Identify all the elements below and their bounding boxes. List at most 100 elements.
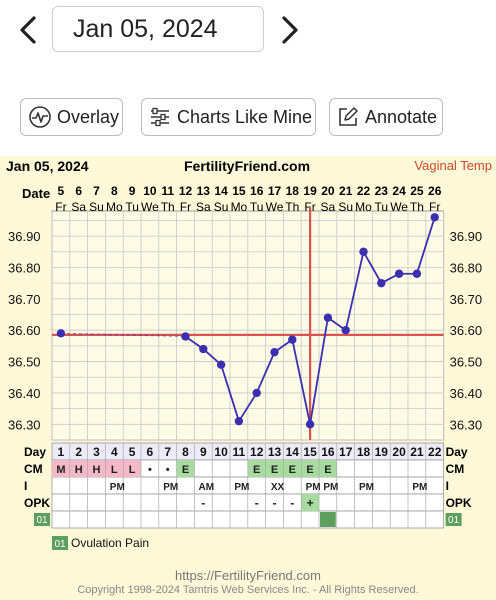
cm-value: E — [271, 464, 278, 476]
weekday-tick-label: Sa — [196, 200, 211, 214]
sliders-icon — [151, 107, 169, 127]
weekday-tick-label: Mo — [355, 200, 372, 214]
custom-code-left: 01 — [36, 515, 48, 526]
date-navigation: Jan 05, 2024 — [0, 0, 496, 60]
cycle-day-label: 2 — [75, 445, 82, 459]
date-tick-label: 19 — [303, 184, 317, 198]
weekday-tick-label: Mo — [231, 200, 248, 214]
temperature-line-segment — [255, 351, 276, 394]
charts-like-mine-button[interactable]: Charts Like Mine — [141, 98, 316, 136]
intercourse-value: PM — [234, 482, 249, 493]
temperature-point — [394, 269, 404, 278]
cm-value: M — [56, 464, 65, 476]
cm-cell-fill — [265, 460, 284, 477]
cm-cell-fill — [283, 460, 302, 477]
temperature-point — [305, 420, 315, 429]
y-tick-label-right: 36.70 — [450, 292, 483, 307]
temperature-points — [56, 213, 439, 429]
temperature-point — [252, 388, 261, 398]
date-tick-label: 16 — [250, 184, 264, 198]
opk-value: + — [307, 496, 314, 510]
date-tick-label: 23 — [375, 184, 389, 198]
custom-code-badge-left — [34, 513, 50, 526]
date-tick-label: 18 — [286, 184, 300, 198]
overlay-button[interactable]: Overlay — [20, 98, 123, 136]
cycle-day-label: 19 — [375, 445, 389, 459]
y-tick-label-right: 36.40 — [450, 386, 483, 401]
date-tick-label: 25 — [410, 184, 424, 198]
y-tick-label-left: 36.80 — [8, 260, 41, 275]
date-tick-label: 5 — [58, 184, 65, 198]
day-row-label-left: Day — [24, 445, 46, 459]
date-tick-label: 6 — [75, 184, 82, 198]
date-tick-label: 26 — [428, 184, 442, 198]
y-tick-label-left: 36.60 — [8, 323, 41, 338]
y-tick-label-right: 36.30 — [450, 417, 483, 432]
temperature-point — [56, 329, 66, 338]
y-tick-label-right: 36.90 — [450, 229, 483, 244]
chart-site-title: FertilityFriend.com — [184, 158, 311, 174]
weekday-tick-label: Th — [285, 200, 299, 214]
date-row-label: Date — [22, 186, 50, 201]
opk-value: - — [255, 496, 259, 510]
annotate-button[interactable]: Annotate — [329, 98, 443, 136]
date-tick-label: 15 — [232, 184, 246, 198]
y-tick-label-left: 36.70 — [8, 292, 41, 307]
overlay-label: Overlay — [57, 107, 120, 127]
cm-cell-fill — [176, 460, 195, 477]
cm-value: L — [111, 464, 118, 476]
date-tick-label: 21 — [339, 184, 353, 198]
opk-row-label-left: OPK — [24, 496, 50, 510]
custom-data-mark — [320, 512, 336, 527]
date-tick-label: 9 — [129, 184, 136, 198]
weekday-tick-label: Sa — [321, 200, 336, 214]
y-tick-label-left: 36.50 — [8, 355, 41, 370]
weekday-tick-label: Tu — [375, 200, 389, 214]
cm-cell-fill — [69, 460, 88, 477]
next-day-button[interactable] — [276, 10, 304, 50]
temperature-type: Vaginal Temp — [414, 158, 492, 173]
cm-row-label-left: CM — [24, 462, 43, 476]
temperature-point — [430, 213, 439, 222]
intercourse-value: PM — [412, 482, 427, 493]
cycle-day-label: 6 — [147, 445, 154, 459]
previous-day-button[interactable] — [14, 10, 42, 50]
cm-value: E — [182, 464, 189, 476]
i-row-label-right: I — [446, 479, 449, 493]
y-tick-label-right: 36.80 — [450, 260, 483, 275]
date-tick-label: 13 — [197, 184, 211, 198]
intercourse-value: PM — [359, 482, 374, 493]
i-row-label-left: I — [24, 479, 27, 493]
cycle-day-label: 8 — [182, 445, 189, 459]
fertility-chart-panel: Jan 05, 2024 FertilityFriend.com Vaginal… — [0, 156, 496, 600]
cycle-day-label: 15 — [303, 445, 317, 459]
cm-value: • — [166, 464, 170, 476]
footer-copyright: Copyright 1998-2024 Tamtris Web Services… — [77, 584, 419, 596]
date-tick-label: 14 — [214, 184, 228, 198]
temperature-point — [377, 278, 386, 288]
cm-cell-fill — [247, 460, 266, 477]
chart-date: Jan 05, 2024 — [6, 158, 89, 174]
cycle-day-label: 13 — [268, 445, 282, 459]
opk-value: - — [201, 496, 205, 510]
weekday-tick-label: Su — [338, 200, 353, 214]
opk-row-label-right: OPK — [446, 496, 472, 510]
weekday-tick-label: Fr — [180, 200, 191, 214]
cm-value: E — [306, 464, 313, 476]
temperature-point — [412, 269, 422, 278]
weekday-tick-label: Sa — [71, 200, 86, 214]
cm-cell-fill — [87, 460, 106, 477]
date-selector[interactable]: Jan 05, 2024 — [52, 6, 264, 52]
temperature-point — [341, 326, 350, 335]
cycle-day-label: 21 — [410, 445, 424, 459]
cycle-day-label: 7 — [164, 445, 171, 459]
temperature-line-segment — [220, 364, 240, 422]
date-tick-label: 12 — [179, 184, 193, 198]
legend-code: 01 — [54, 539, 66, 550]
date-tick-label: 8 — [111, 184, 118, 198]
cycle-day-label: 9 — [200, 445, 207, 459]
weekday-tick-label: Fr — [55, 200, 66, 214]
date-tick-label: 22 — [357, 184, 371, 198]
temperature-point — [234, 416, 244, 426]
date-tick-label: 10 — [143, 184, 157, 198]
